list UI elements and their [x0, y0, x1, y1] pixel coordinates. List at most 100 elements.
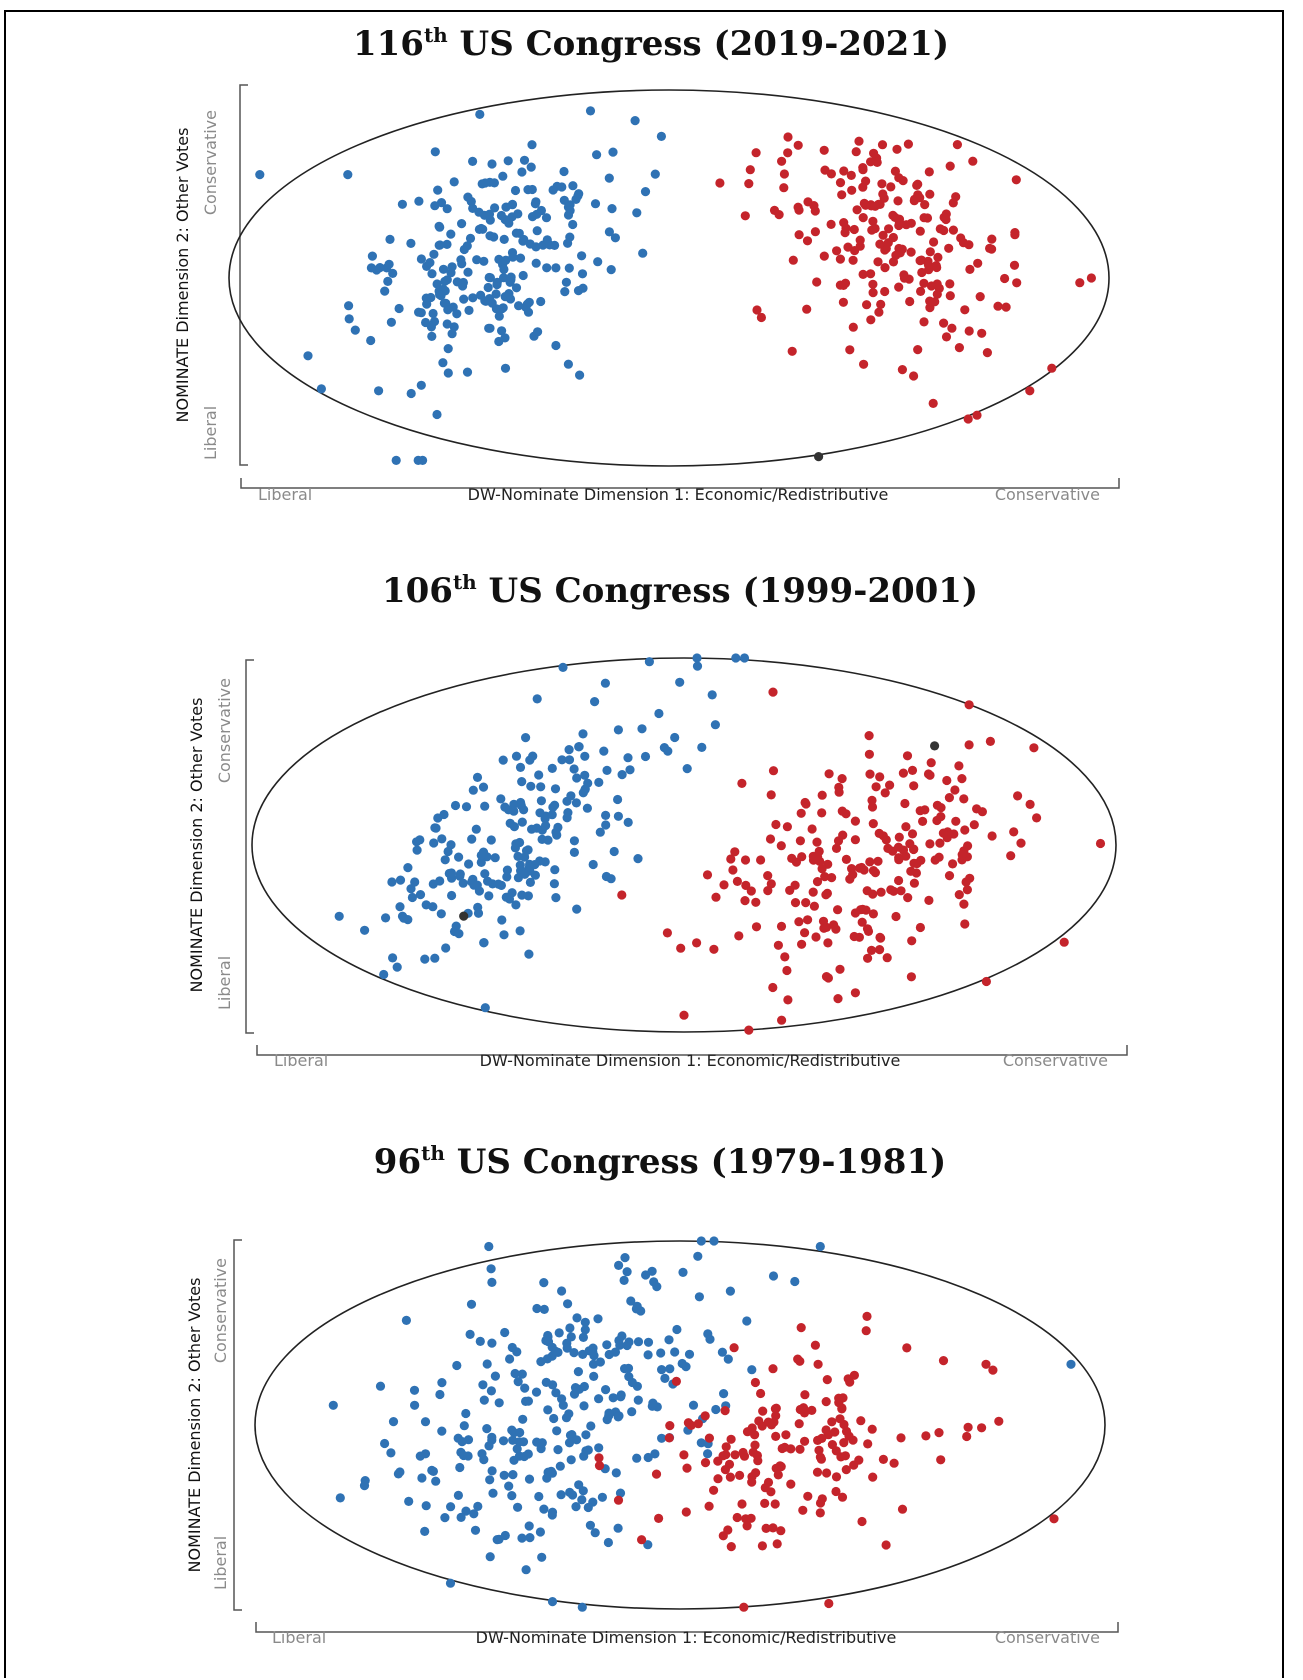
y-axis-high-label: Conservative — [201, 110, 220, 215]
republican-point — [817, 1433, 827, 1443]
democrat-point — [515, 837, 525, 848]
republican-point — [594, 1461, 605, 1471]
points — [255, 106, 1096, 465]
democrat-point — [487, 1466, 497, 1476]
republican-point — [857, 917, 867, 927]
republican-point — [613, 1495, 624, 1505]
democrat-point — [644, 657, 655, 667]
democrat-point — [711, 1404, 721, 1415]
republican-point — [928, 398, 938, 408]
democrat-point — [470, 1525, 481, 1535]
democrat-point — [731, 653, 741, 663]
republican-point — [732, 1512, 742, 1523]
republican-point — [760, 1498, 770, 1508]
democrat-point — [500, 1530, 510, 1541]
republican-point — [819, 923, 829, 933]
republican-point — [846, 170, 856, 180]
republican-point — [726, 854, 736, 864]
republican-point — [924, 895, 934, 906]
democrat-point — [416, 308, 426, 318]
democrat-point — [515, 926, 525, 936]
democrat-point — [465, 1329, 475, 1339]
democrat-point — [675, 677, 685, 687]
democrat-point — [623, 817, 633, 828]
republican-point — [719, 880, 729, 890]
democrat-point — [563, 238, 573, 248]
democrat-point — [610, 233, 621, 243]
democrat-point — [580, 770, 590, 780]
republican-point — [704, 1501, 714, 1511]
republican-point — [752, 305, 762, 315]
democrat-point — [443, 368, 453, 378]
democrat-point — [572, 904, 582, 914]
republican-point — [839, 1438, 849, 1448]
republican-point — [856, 905, 866, 915]
republican-point — [854, 136, 864, 146]
democrat-point — [457, 259, 467, 269]
democrat-point — [380, 1438, 390, 1449]
republican-point — [878, 1454, 889, 1464]
democrat-point — [569, 836, 580, 846]
republican-point — [748, 1447, 758, 1457]
democrat-point — [543, 835, 553, 845]
republican-point — [1006, 851, 1016, 861]
republican-point — [865, 857, 875, 867]
republican-point — [679, 1010, 689, 1020]
republican-point — [772, 1539, 782, 1549]
republican-point — [676, 943, 686, 953]
republican-point — [941, 332, 952, 342]
democrat-point — [486, 1386, 496, 1396]
democrat-point — [500, 363, 511, 373]
republican-point — [768, 687, 778, 697]
democrat-point — [697, 742, 707, 753]
republican-point — [837, 774, 847, 784]
democrat-point — [747, 1365, 757, 1375]
republican-point — [838, 297, 849, 307]
democrat-point — [551, 340, 561, 351]
republican-point — [939, 318, 949, 328]
republican-point — [936, 812, 946, 822]
democrat-point — [624, 1337, 634, 1347]
democrat-point — [473, 1501, 483, 1511]
republican-point — [909, 781, 919, 791]
democrat-point — [442, 239, 452, 249]
republican-point — [777, 1015, 787, 1025]
x-axis-low-label: Liberal — [272, 1628, 326, 1647]
republican-point — [779, 183, 789, 193]
republican-point — [818, 916, 829, 926]
democrat-point — [568, 181, 578, 191]
panel-96th-congress: 96th US Congress (1979-1981) NOMINATE Di… — [185, 1141, 1119, 1647]
republican-point — [809, 201, 819, 211]
democrat-point — [515, 860, 525, 870]
republican-point — [819, 251, 829, 261]
democrat-point — [447, 262, 457, 272]
x-axis-bracket — [255, 1622, 1119, 1633]
republican-point — [906, 866, 916, 876]
democrat-point — [590, 1528, 600, 1538]
republican-point — [932, 800, 943, 810]
republican-point — [750, 1430, 760, 1440]
republican-point — [868, 279, 878, 289]
democrat-point — [429, 838, 439, 848]
republican-point — [800, 797, 810, 808]
republican-point — [1012, 278, 1022, 288]
democrat-point — [562, 796, 572, 806]
democrat-point — [557, 755, 567, 765]
democrat-point — [510, 185, 521, 196]
republican-point — [849, 1460, 859, 1470]
republican-point — [925, 770, 935, 780]
frame-right-border — [1282, 10, 1284, 1678]
republican-point — [889, 1458, 899, 1468]
republican-point — [929, 237, 939, 247]
democrat-point — [303, 351, 313, 361]
republican-point — [894, 855, 904, 865]
democrat-point — [593, 1314, 603, 1324]
democrat-point — [497, 304, 507, 314]
republican-point — [756, 855, 766, 865]
democrat-point — [511, 751, 522, 761]
democrat-point — [531, 197, 541, 207]
democrat-point — [406, 238, 416, 248]
republican-point — [788, 255, 798, 265]
democrat-point — [532, 226, 542, 236]
democrat-point — [672, 1324, 682, 1335]
